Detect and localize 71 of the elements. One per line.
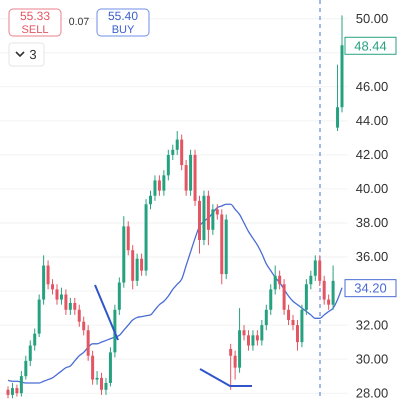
candlestick [6,386,10,399]
y-tick-label: 42.00 [356,147,388,162]
candlestick [24,355,28,380]
text: 48.44 [354,38,387,54]
annotation: 55.33 [20,9,50,23]
candlestick [327,294,330,310]
candlestick [140,253,144,276]
y-tick-label: 28.00 [356,385,388,400]
annotation: BUY [112,24,135,36]
candlestick [91,350,94,386]
candlestick [15,384,18,398]
candlestick [171,144,174,160]
candlestick [274,265,277,295]
candlestick [264,304,268,331]
y-tick-label: 38.00 [356,215,388,230]
candlestick [318,254,322,286]
y-tick-label: 44.00 [356,113,388,128]
candlestick [126,220,130,256]
candlestick [242,324,246,341]
candlestick [20,370,23,398]
candlestick [314,254,317,282]
candlestick [234,350,237,380]
candlestick [149,190,152,210]
y-tick-label: 30.00 [356,351,388,366]
candlestick [260,320,264,346]
y-tick-label: 40.00 [356,181,388,196]
candlestick [33,328,36,352]
candlestick [28,340,32,366]
text: 34.20 [354,280,387,296]
candlestick [55,284,58,306]
candlestick [246,330,250,352]
y-tick-label: 46.00 [356,78,388,94]
candlestick [158,174,161,196]
candlestick [104,377,108,396]
candlestick [136,253,139,286]
annotation: 3 [29,47,37,62]
y-tick-label: 36.00 [356,249,388,264]
candlestick [82,316,86,336]
candlestick [153,174,156,202]
candlestick [322,275,326,306]
candlestick [269,284,272,316]
y-tick-label: 50.00 [356,10,388,26]
candlestick [46,260,50,290]
candlestick [211,204,214,236]
candlestick [296,320,299,352]
candlestick [100,372,104,396]
candlestick [162,170,166,196]
annotation: SELL [22,24,48,36]
candlestick [309,270,312,290]
candlestick [10,382,14,399]
candlestick [68,297,72,316]
annotation: 55.40 [108,9,138,23]
candlestick [256,330,259,346]
candlestick [229,343,232,390]
candlestick [176,130,179,156]
candlestick [278,270,282,290]
candlestick [51,278,54,295]
candlestick [251,330,254,352]
y-tick-label: 32.00 [356,317,388,332]
candlestick [64,288,68,316]
annotation: 0.07 [68,16,90,28]
candlestick [96,370,99,386]
candlestick [216,204,219,220]
candlestick [60,287,63,306]
candlestick [73,297,76,316]
candlestick [166,149,170,181]
candlestick [78,304,81,328]
candlestick [292,314,295,331]
candlestick [287,304,290,326]
candlestick [332,265,335,310]
candlestick [336,64,340,132]
